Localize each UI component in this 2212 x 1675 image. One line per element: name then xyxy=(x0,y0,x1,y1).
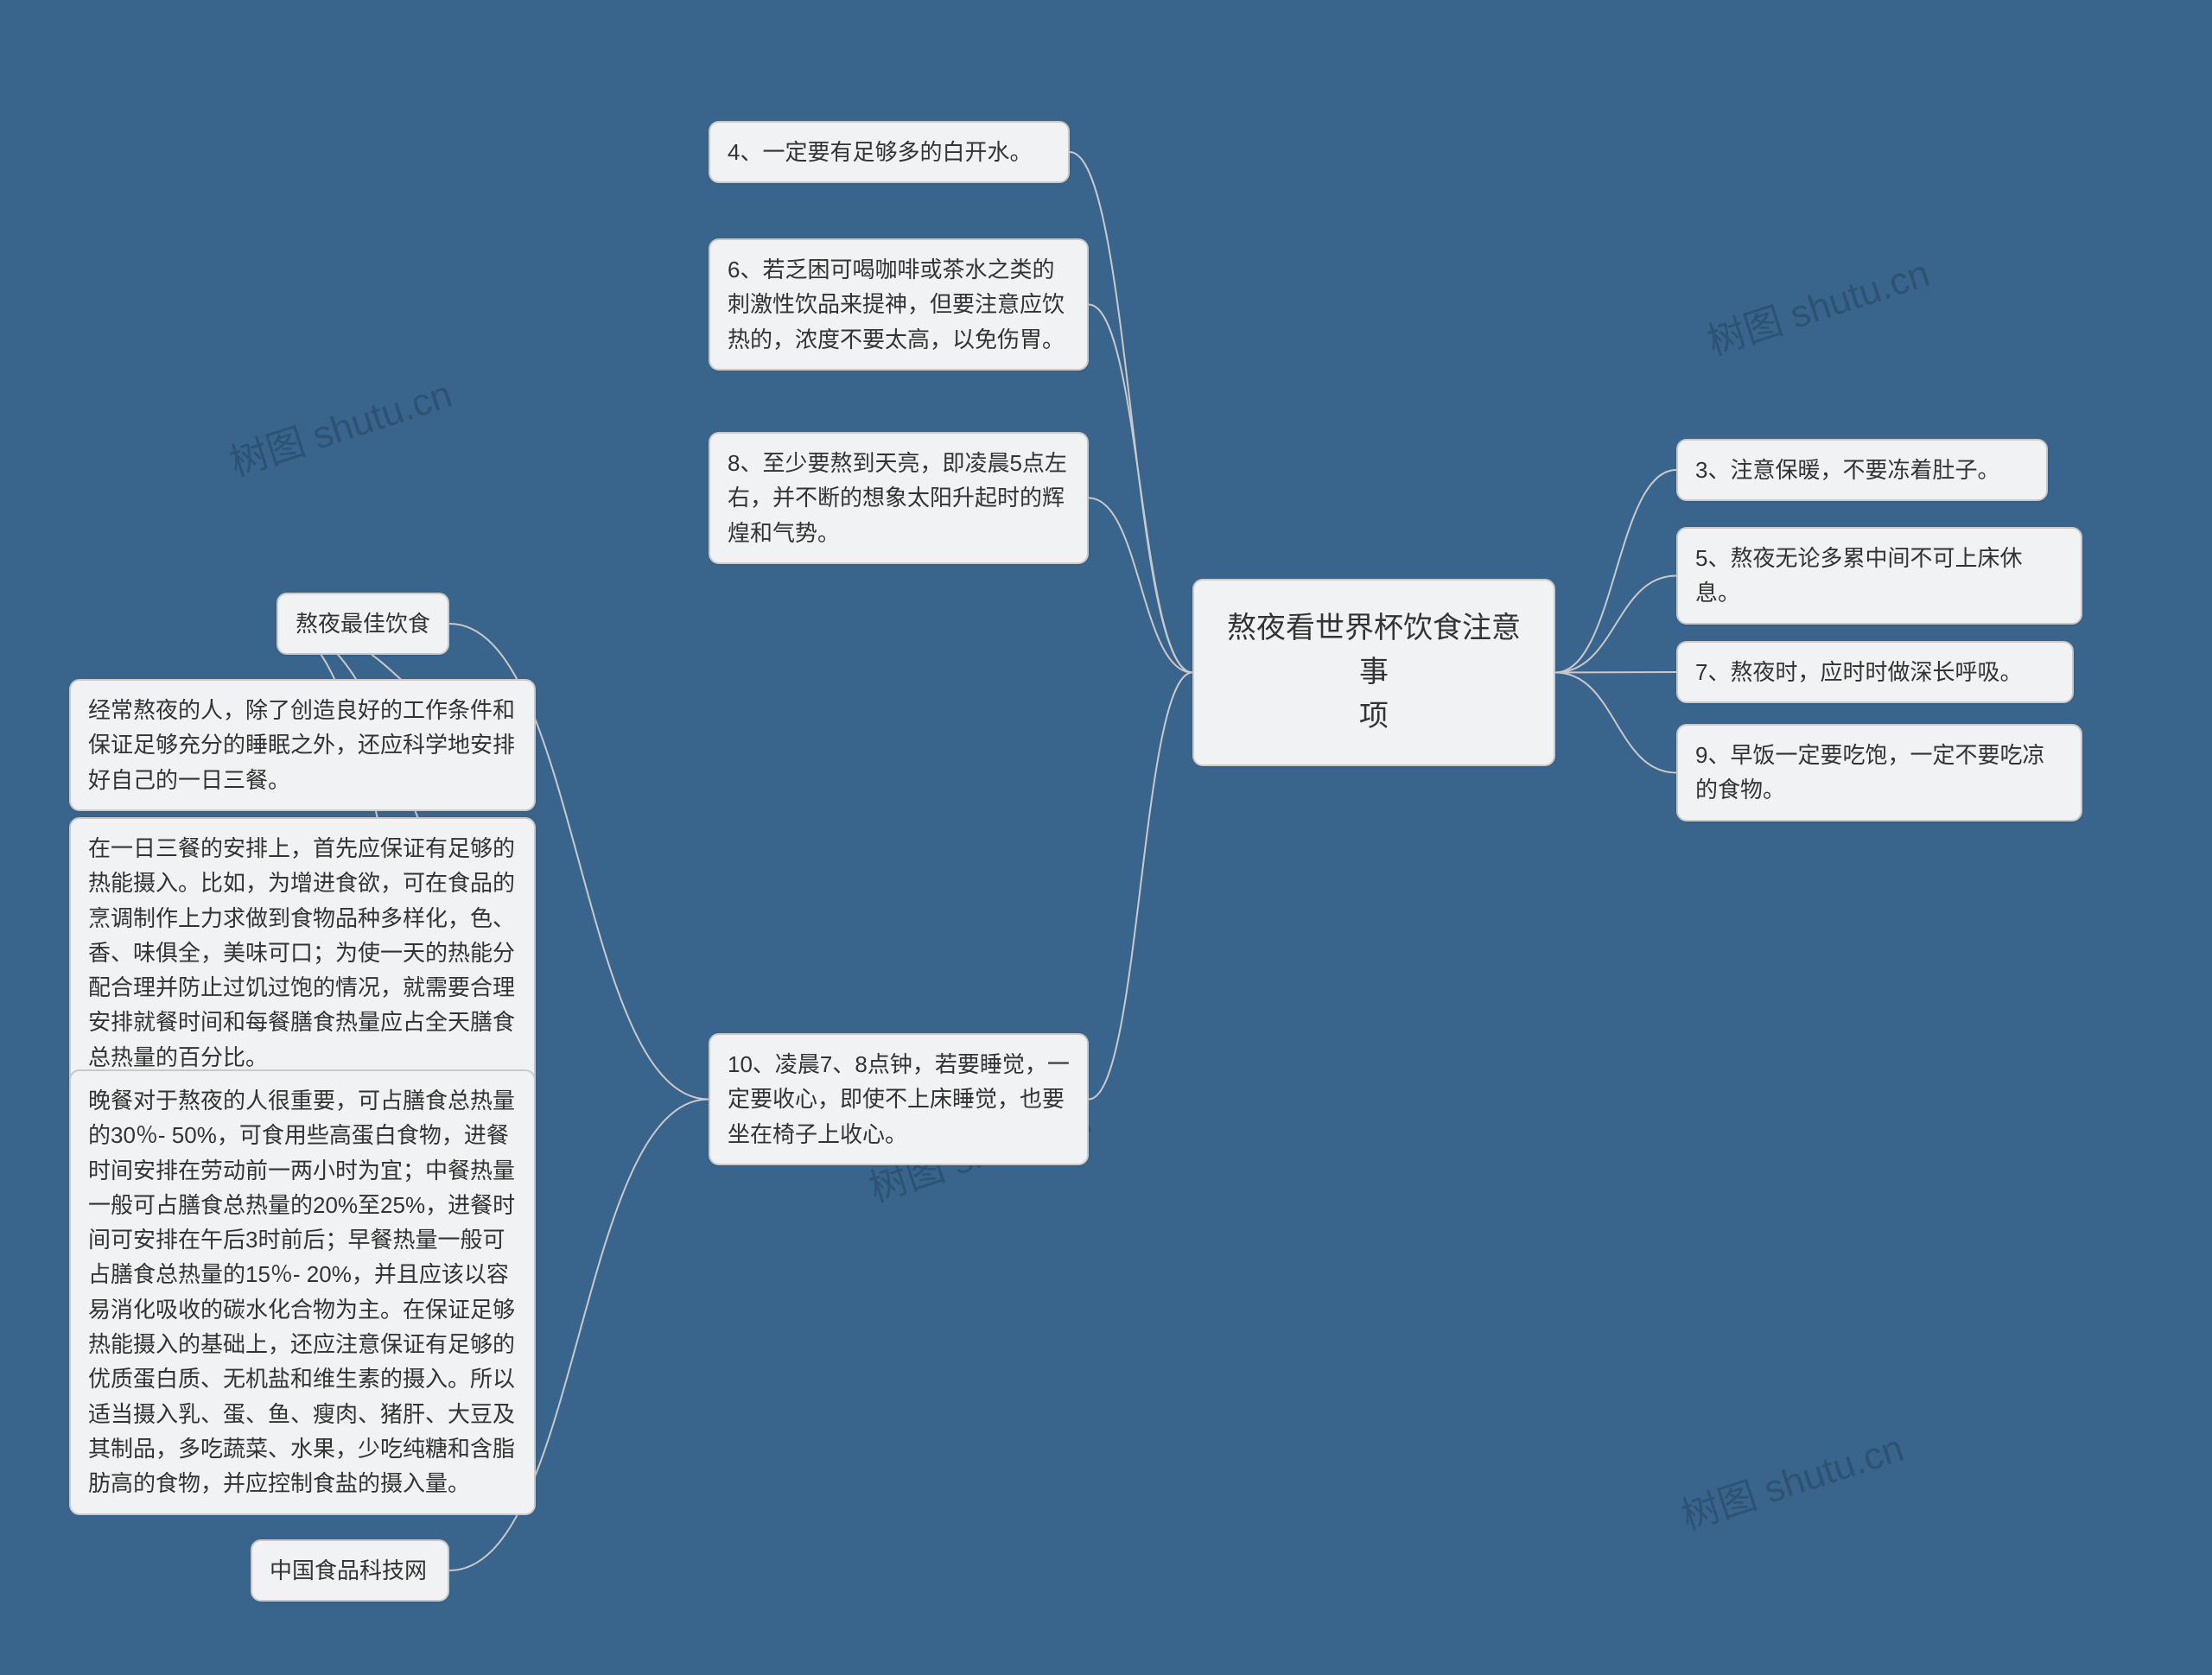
watermark: 树图 shutu.cn xyxy=(222,363,458,486)
mindmap-node: 7、熬夜时，应时时做深长呼吸。 xyxy=(1676,641,2074,703)
mindmap-node: 3、注意保暖，不要冻着肚子。 xyxy=(1676,439,2048,501)
mindmap-node: 熬夜最佳饮食 xyxy=(276,593,449,655)
watermark: 树图 shutu.cn xyxy=(1700,242,1936,365)
mindmap-node: 4、一定要有足够多的白开水。 xyxy=(709,121,1070,183)
mindmap-node: 8、至少要熬到天亮，即凌晨5点左右，并不断的想象太阳升起时的辉煌和气势。 xyxy=(709,432,1089,564)
mindmap-node: 5、熬夜无论多累中间不可上床休息。 xyxy=(1676,527,2082,625)
mindmap-node: 晚餐对于熬夜的人很重要，可占膳食总热量的30％- 50%，可食用些高蛋白食物，进… xyxy=(69,1069,536,1515)
mindmap-node: 在一日三餐的安排上，首先应保证有足够的热能摄入。比如，为增进食欲，可在食品的烹调… xyxy=(69,817,536,1088)
mindmap-node: 中国食品科技网 xyxy=(251,1539,449,1602)
mindmap-node: 10、凌晨7、8点钟，若要睡觉，一定要收心，即使不上床睡觉，也要坐在椅子上收心。 xyxy=(709,1033,1089,1165)
mindmap-node: 熬夜看世界杯饮食注意事项 xyxy=(1192,579,1555,766)
mindmap-node: 经常熬夜的人，除了创造良好的工作条件和保证足够充分的睡眠之外，还应科学地安排好自… xyxy=(69,679,536,811)
mindmap-node: 9、早饭一定要吃饱，一定不要吃凉的食物。 xyxy=(1676,724,2082,822)
watermark: 树图 shutu.cn xyxy=(1674,1417,1910,1540)
mindmap-node: 6、若乏困可喝咖啡或茶水之类的刺激性饮品来提神，但要注意应饮热的，浓度不要太高，… xyxy=(709,238,1089,371)
